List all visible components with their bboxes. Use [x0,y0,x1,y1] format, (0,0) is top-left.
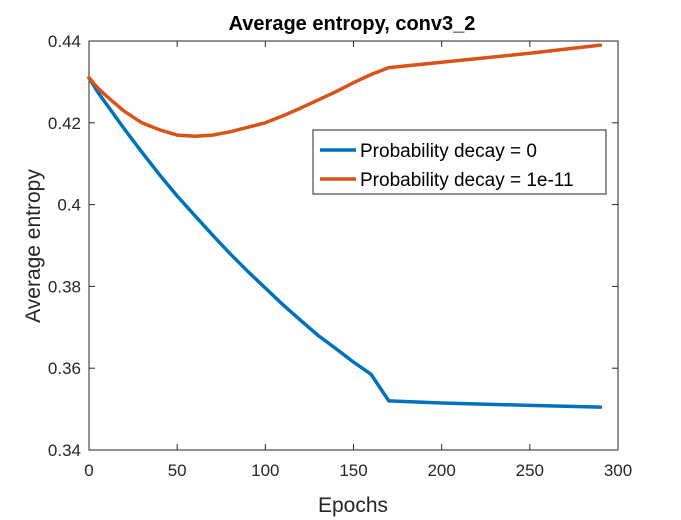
y-tick-label: 0.42 [48,114,81,133]
x-tick-label: 50 [168,461,187,480]
series-group [87,43,603,409]
legend-label-decay-1e-11: Probability decay = 1e-11 [360,170,574,191]
series-line-1 [87,43,603,139]
x-tick-label: 100 [251,461,279,480]
series-line-0 [87,76,603,409]
legend-label-decay-0: Probability decay = 0 [360,141,537,162]
y-axis: 0.34 0.36 0.38 0.4 0.42 0.44 [48,32,618,460]
legend: Probability decay = 0 Probability decay … [312,129,607,195]
x-tick-label: 0 [84,461,93,480]
y-tick-label: 0.4 [57,196,81,215]
y-tick-label: 0.36 [48,359,81,378]
y-axis-label: Average entropy [22,169,45,323]
y-tick-label: 0.44 [48,32,81,51]
chart-title: Average entropy, conv3_2 [229,13,476,35]
plot-area [88,40,619,451]
y-tick-label: 0.38 [48,277,81,296]
x-axis-label: Epochs [318,494,388,517]
x-axis: 0 50 100 150 200 250 300 [84,41,632,480]
x-tick-label: 200 [427,461,455,480]
y-tick-label: 0.34 [48,441,81,460]
legend-box [312,129,607,195]
x-tick-label: 250 [516,461,544,480]
x-tick-label: 300 [604,461,632,480]
x-tick-label: 150 [339,461,367,480]
